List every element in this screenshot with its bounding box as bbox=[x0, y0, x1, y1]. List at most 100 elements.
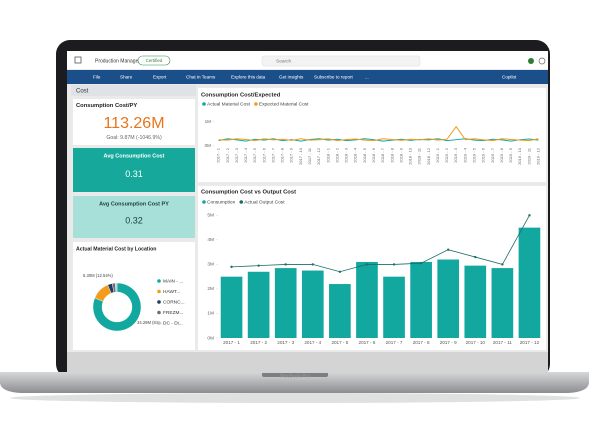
x-tick-label: 2019 - 12 bbox=[535, 147, 540, 165]
x-tick-label: 2017 - 4 bbox=[304, 340, 321, 345]
x-tick-label: 2017 - 3 bbox=[277, 340, 294, 345]
legend-swatch bbox=[157, 300, 161, 304]
toolbar-item[interactable]: Explore this data bbox=[231, 75, 266, 80]
line-point bbox=[474, 255, 477, 259]
bar bbox=[301, 270, 324, 338]
x-tick-label: 2018 - 5 bbox=[362, 147, 367, 162]
line-point bbox=[419, 261, 423, 265]
bar bbox=[518, 227, 541, 338]
kpi-value: 113.26M bbox=[103, 115, 164, 132]
x-tick-label: 2017 - 12 bbox=[316, 147, 321, 165]
legend-label: HAWT... bbox=[163, 289, 180, 295]
x-tick-label: 2019 - 10 bbox=[517, 147, 522, 165]
toolbar-item[interactable]: Share bbox=[120, 75, 133, 80]
x-tick-label: 2017 - 6 bbox=[359, 340, 376, 345]
app-launcher[interactable] bbox=[74, 56, 82, 64]
bar bbox=[274, 268, 297, 338]
toolbar-item[interactable]: File bbox=[93, 75, 101, 80]
badge-label: Certified bbox=[146, 58, 163, 63]
x-tick-label: 2017 - 6 bbox=[261, 147, 266, 162]
legend-label: Expected Material Cost bbox=[259, 102, 309, 108]
search-box[interactable] bbox=[261, 55, 421, 67]
kpi-title: Consumption Cost/PY bbox=[76, 103, 137, 109]
badge bbox=[137, 55, 171, 66]
toolbar-item[interactable]: Get insights bbox=[279, 75, 304, 80]
line-point bbox=[447, 248, 450, 251]
x-tick-label: 2017 - 7 bbox=[386, 340, 403, 345]
settings[interactable] bbox=[538, 57, 546, 65]
legend-label: MAIN - ... bbox=[163, 279, 183, 285]
y-tick-label: 4M bbox=[207, 237, 214, 243]
bar bbox=[329, 284, 351, 338]
legend-swatch bbox=[202, 200, 206, 204]
toolbar-item[interactable]: Copilot bbox=[502, 75, 517, 80]
bar bbox=[247, 271, 270, 338]
line-point bbox=[392, 263, 396, 266]
card-title: Avg Consumption Cost PY bbox=[99, 201, 169, 207]
x-tick-label: 2017 - 7 bbox=[270, 147, 275, 162]
kpi-goal: Goal: 9.87M (-1046.9%) bbox=[106, 135, 162, 141]
notifications[interactable] bbox=[528, 58, 534, 64]
legend-swatch bbox=[157, 310, 161, 315]
legend-label: Actual Material Cost bbox=[207, 102, 251, 108]
laptop-label: MacBook Pro bbox=[280, 373, 310, 379]
line-series bbox=[231, 215, 530, 273]
x-tick-label: 2017 - 12 bbox=[520, 340, 540, 345]
card-value: 0.31 bbox=[125, 169, 143, 179]
x-tick-label: 2019 - 5 bbox=[472, 147, 477, 162]
line-point bbox=[501, 263, 504, 266]
x-tick-label: 2017 - 10 bbox=[466, 340, 486, 345]
x-tick-label: 2017 - 11 bbox=[307, 147, 312, 164]
y-tick-label: 5M bbox=[207, 213, 214, 219]
card-value: 0.32 bbox=[125, 216, 143, 226]
x-tick-label: 2018 - 7 bbox=[380, 147, 385, 162]
x-tick-label: 2018 - 8 bbox=[389, 147, 394, 162]
shadow bbox=[10, 393, 580, 403]
y-tick-label: 0M bbox=[205, 143, 212, 148]
x-tick-label: 2017 - 10 bbox=[298, 147, 303, 165]
legend-swatch bbox=[157, 279, 161, 283]
x-tick-label: 2019 - 1 bbox=[435, 147, 440, 162]
bar bbox=[220, 276, 243, 338]
x-tick-label: 2018 - 6 bbox=[371, 147, 376, 162]
search-placeholder: Search bbox=[276, 58, 292, 64]
ribbon bbox=[67, 70, 548, 84]
chart-title: Consumption Cost vs Output Cost bbox=[201, 190, 296, 196]
bar bbox=[491, 268, 514, 338]
bar bbox=[383, 276, 405, 338]
bar bbox=[410, 261, 432, 338]
toolbar-item[interactable]: Chat in Teams bbox=[186, 75, 216, 80]
x-tick-label: 2017 - 1 bbox=[216, 147, 221, 162]
y-tick-label: 3M bbox=[207, 262, 214, 268]
line-point bbox=[230, 265, 233, 269]
x-tick-label: 2017 - 9 bbox=[440, 340, 457, 345]
x-tick-label: 2019 - 8 bbox=[499, 147, 504, 162]
bar bbox=[464, 265, 487, 338]
toolbar-item[interactable]: ... bbox=[365, 75, 369, 80]
x-tick-label: 2017 - 11 bbox=[493, 340, 513, 345]
legend-swatch bbox=[239, 200, 244, 204]
donut-slice bbox=[92, 282, 142, 332]
line-point bbox=[365, 263, 369, 266]
x-tick-label: 2017 - 5 bbox=[331, 340, 348, 345]
legend-label: FREZM... bbox=[163, 310, 184, 316]
report-name: Production Manager bbox=[95, 58, 140, 64]
x-tick-label: 2017 - 2 bbox=[225, 147, 230, 162]
legend-swatch bbox=[202, 102, 206, 106]
toolbar-item[interactable]: Subscribe to report bbox=[314, 75, 354, 80]
line-point bbox=[528, 214, 531, 217]
notch bbox=[262, 372, 328, 377]
x-tick-label: 2018 - 9 bbox=[398, 147, 403, 162]
toolbar-item[interactable]: Export bbox=[153, 75, 167, 80]
x-tick-label: 2019 - 11 bbox=[526, 147, 531, 164]
line-point bbox=[257, 264, 260, 267]
x-tick-label: 2018 - 4 bbox=[353, 147, 358, 162]
x-tick-label: 2017 - 2 bbox=[250, 340, 267, 345]
laptop-base bbox=[0, 372, 589, 393]
bar bbox=[437, 259, 460, 338]
page-title: Cost bbox=[76, 88, 89, 94]
bar bbox=[356, 261, 378, 338]
x-tick-label: 2019 - 3 bbox=[453, 147, 458, 162]
x-tick-label: 2018 - 12 bbox=[426, 147, 431, 165]
